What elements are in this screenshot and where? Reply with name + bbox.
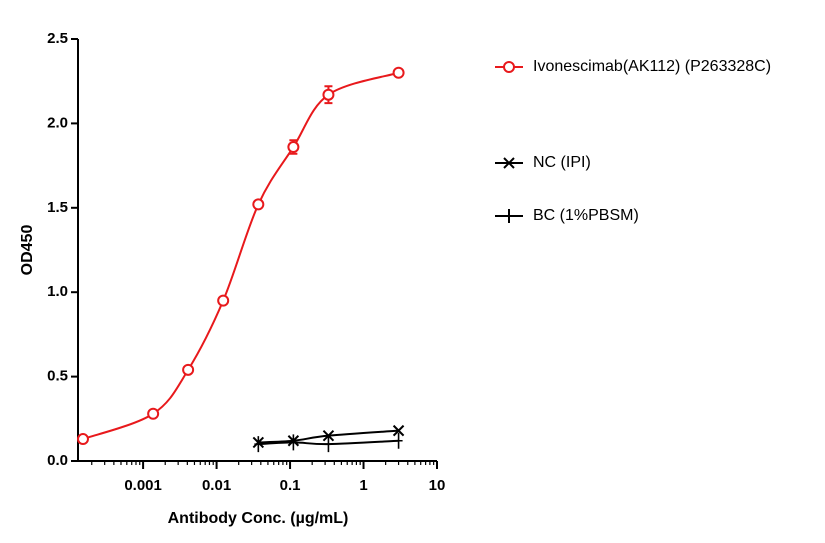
data-point: [392, 424, 405, 437]
legend-marker: [503, 157, 515, 169]
data-point: [252, 198, 265, 211]
fit-curve: [82, 71, 399, 440]
y-axis-title: OD450: [19, 225, 36, 276]
data-point: [287, 435, 300, 447]
x-axis-title: Antibody Conc. (µg/mL): [168, 510, 349, 527]
x-tick-label: 1: [359, 477, 367, 494]
y-tick-label: 2.5: [47, 30, 68, 47]
data-point: [252, 436, 265, 449]
x-tick-label: 0.1: [280, 477, 301, 494]
fit-curve: [258, 439, 399, 446]
data-point: [182, 363, 195, 376]
legend-label: NC (IPI): [533, 154, 591, 171]
legend-marker: [503, 61, 515, 73]
data-point: [322, 429, 335, 442]
y-tick-label: 1.5: [47, 199, 68, 216]
data-point: [322, 88, 335, 101]
data-point: [392, 66, 405, 79]
y-tick-label: 0.5: [47, 368, 68, 385]
data-point: [394, 432, 403, 449]
data-point: [217, 294, 230, 307]
y-tick-label: 1.0: [47, 283, 68, 300]
data-point: [324, 436, 333, 453]
data-point: [76, 433, 89, 446]
y-tick-label: 0.0: [47, 452, 68, 469]
x-tick-label: 10: [429, 477, 446, 494]
fit-curve: [258, 429, 399, 444]
data-point: [147, 407, 160, 420]
legend-label: Ivonescimab(AK112) (P263328C): [533, 58, 771, 75]
data-point: [287, 141, 300, 154]
x-tick-label: 0.001: [124, 477, 162, 494]
y-tick-label: 2.0: [47, 114, 68, 131]
x-tick-label: 0.01: [202, 477, 231, 494]
legend-label: BC (1%PBSM): [533, 207, 639, 224]
